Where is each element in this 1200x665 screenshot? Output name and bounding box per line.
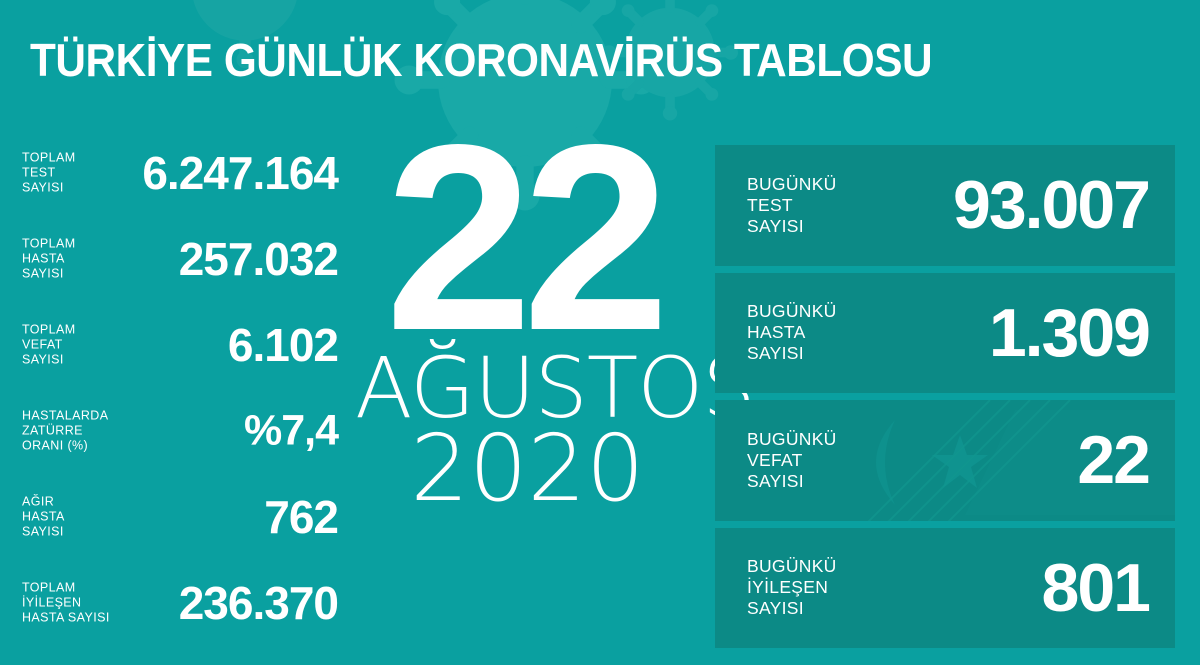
stat-label-line: HASTA <box>22 251 65 266</box>
stat-label-line: SAYISI <box>22 352 64 367</box>
stat-row: TOPLAM TEST SAYISI 6.247.164 <box>0 130 350 216</box>
card-label-line: SAYISI <box>747 215 804 236</box>
stat-label: TOPLAM TEST SAYISI <box>22 151 76 196</box>
date-day: 22 <box>385 90 670 386</box>
card-label: BUGÜNKÜ TEST SAYISI <box>747 174 837 237</box>
stat-label-line: HASTA SAYISI <box>22 610 110 625</box>
stat-label-line: ZATÜRRE <box>22 423 83 438</box>
card-label-line: TEST <box>747 194 793 215</box>
daily-cards: BUGÜNKÜ TEST SAYISI 93.007 BUGÜNKÜ HASTA… <box>715 145 1175 648</box>
stat-row: TOPLAM VEFAT SAYISI 6.102 <box>0 302 350 388</box>
stat-label-line: HASTALARDA <box>22 408 109 423</box>
page-title: TÜRKİYE GÜNLÜK KORONAVİRÜS TABLOSU <box>30 34 933 86</box>
stat-value: 762 <box>264 491 339 543</box>
card-label: BUGÜNKÜ HASTA SAYISI <box>747 301 837 364</box>
daily-card-cases: BUGÜNKÜ HASTA SAYISI 1.309 <box>715 272 1175 393</box>
card-label-line: BUGÜNKÜ <box>747 556 837 577</box>
stat-label: TOPLAM VEFAT SAYISI <box>22 323 76 368</box>
date-block: 22 AĞUSTOS 2020 <box>355 90 756 522</box>
card-label: BUGÜNKÜ VEFAT SAYISI <box>747 429 837 492</box>
card-label-line: BUGÜNKÜ <box>747 173 837 194</box>
stat-value: 6.102 <box>227 319 339 371</box>
stat-value: 6.247.164 <box>142 147 339 199</box>
card-label-line: VEFAT <box>747 449 803 470</box>
stat-label-line: SAYISI <box>22 266 64 281</box>
stat-label-line: AĞIR <box>22 494 55 509</box>
card-value: 801 <box>1041 549 1151 626</box>
card-label: BUGÜNKÜ İYİLEŞEN SAYISI <box>747 556 837 619</box>
daily-card-recovered: BUGÜNKÜ İYİLEŞEN SAYISI 801 <box>715 527 1175 648</box>
stat-label-line: SAYISI <box>22 524 64 539</box>
card-value: 1.309 <box>988 294 1151 371</box>
stat-value: %7,4 <box>243 406 339 455</box>
stat-row: TOPLAM İYİLEŞEN HASTA SAYISI 236.370 <box>0 560 350 646</box>
stat-label: TOPLAM İYİLEŞEN HASTA SAYISI <box>22 581 110 626</box>
card-label-line: BUGÜNKÜ <box>747 428 837 449</box>
date-month: AĞUSTOS <box>355 338 756 437</box>
card-label-line: SAYISI <box>747 598 804 619</box>
stat-label-line: TOPLAM <box>22 150 76 165</box>
card-value: 93.007 <box>953 167 1151 244</box>
stat-label-line: TOPLAM <box>22 322 76 337</box>
stat-value: 236.370 <box>178 577 339 629</box>
stat-row: AĞIR HASTA SAYISI 762 <box>0 474 350 560</box>
daily-card-test: BUGÜNKÜ TEST SAYISI 93.007 <box>715 145 1175 266</box>
card-label-line: BUGÜNKÜ <box>747 301 837 322</box>
date-year: 2020 <box>410 414 645 522</box>
totals-column: TOPLAM TEST SAYISI 6.247.164 TOPLAM HAST… <box>0 130 350 646</box>
stat-label-line: İYİLEŞEN <box>22 595 82 610</box>
card-label-line: SAYISI <box>747 470 804 491</box>
stat-label-line: TEST <box>22 165 56 180</box>
stat-label: HASTALARDA ZATÜRRE ORANI (%) <box>22 409 108 454</box>
daily-card-deaths: BUGÜNKÜ VEFAT SAYISI 22 <box>715 400 1175 521</box>
stat-label-line: ORANI (%) <box>22 438 89 453</box>
card-label-line: HASTA <box>747 322 806 343</box>
stat-row: HASTALARDA ZATÜRRE ORANI (%) %7,4 <box>0 388 350 474</box>
card-label-line: İYİLEŞEN <box>747 577 829 598</box>
stat-label: AĞIR HASTA SAYISI <box>22 495 65 540</box>
stat-label-line: SAYISI <box>22 180 64 195</box>
card-label-line: SAYISI <box>747 343 804 364</box>
stat-row: TOPLAM HASTA SAYISI 257.032 <box>0 216 350 302</box>
stat-label-line: TOPLAM <box>22 580 76 595</box>
stat-label-line: HASTA <box>22 509 65 524</box>
stat-label: TOPLAM HASTA SAYISI <box>22 237 76 282</box>
card-value: 22 <box>1077 422 1151 499</box>
stat-label-line: VEFAT <box>22 337 63 352</box>
stat-label-line: TOPLAM <box>22 236 76 251</box>
stat-value: 257.032 <box>178 233 339 285</box>
